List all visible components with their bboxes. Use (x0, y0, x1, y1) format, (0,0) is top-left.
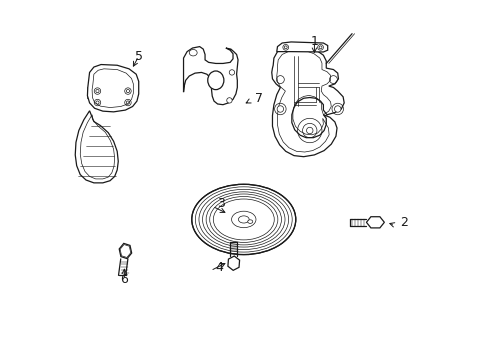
Polygon shape (276, 42, 327, 52)
Polygon shape (183, 46, 238, 105)
Ellipse shape (226, 98, 232, 103)
Ellipse shape (277, 106, 283, 112)
Polygon shape (271, 46, 344, 157)
Text: 5: 5 (134, 50, 142, 63)
Bar (87, 87, 94, 98)
Ellipse shape (229, 70, 234, 75)
Ellipse shape (207, 71, 224, 90)
Ellipse shape (334, 106, 340, 112)
Polygon shape (366, 217, 384, 228)
Text: 4: 4 (215, 261, 223, 274)
Text: 1: 1 (310, 35, 318, 49)
Polygon shape (227, 256, 239, 270)
Ellipse shape (247, 220, 252, 224)
Ellipse shape (189, 49, 197, 56)
Text: 6: 6 (120, 273, 128, 286)
Polygon shape (87, 64, 139, 112)
Polygon shape (75, 111, 118, 183)
Text: 3: 3 (217, 197, 224, 210)
Ellipse shape (306, 127, 312, 134)
Text: 7: 7 (254, 92, 263, 105)
Polygon shape (120, 244, 130, 257)
Text: 2: 2 (399, 216, 407, 229)
